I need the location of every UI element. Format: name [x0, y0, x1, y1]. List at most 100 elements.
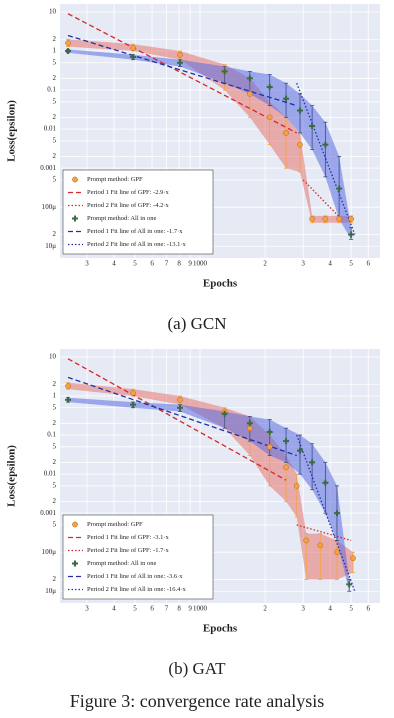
- marker: [177, 396, 183, 403]
- error-bar: [267, 74, 272, 106]
- error-band: [286, 428, 300, 475]
- y-tick-label: 5: [53, 481, 57, 489]
- x-tick-label: 9: [188, 605, 192, 613]
- marker: [283, 438, 290, 445]
- error-band: [224, 66, 250, 94]
- x-tick-label: 6: [150, 605, 154, 613]
- x-tick-label: 5: [349, 605, 353, 613]
- legend: Prompt method: GPF Period 1 Fit line of G…: [62, 514, 214, 600]
- marker: [64, 396, 71, 403]
- marker: [65, 383, 71, 389]
- error-band: [67, 49, 134, 60]
- error-band: [286, 83, 300, 133]
- legend-label: Period 1 Fit line of All in one: -3.6·x: [87, 573, 183, 580]
- x-tick-label: 5: [133, 260, 137, 268]
- x-tick-label: 3: [85, 605, 89, 613]
- x-tick-label: 1000: [193, 605, 208, 613]
- error-bar: [297, 434, 302, 475]
- marker: [266, 114, 273, 121]
- marker: [296, 107, 303, 114]
- y-tick-label: 1: [53, 392, 57, 400]
- y-tick-label: 5: [53, 176, 57, 184]
- figure-caption: Figure 3: convergence rate analysis: [70, 691, 325, 711]
- marker: [317, 542, 324, 549]
- y-axis-title: Loss(epsilon): [6, 100, 18, 162]
- error-band: [325, 215, 340, 223]
- error-band: [306, 533, 321, 580]
- chart: 10 2 1 5 2 0.1 5 2 0.01 5 2 0.001 5 100μ 2 10μ 3 4 5 6 7 8 9 10…: [6, 349, 380, 678]
- x-tick-label: 9: [188, 260, 192, 268]
- marker: [64, 48, 71, 55]
- marker: [65, 40, 71, 46]
- y-tick-label: 0.01: [44, 470, 57, 478]
- marker: [246, 420, 253, 427]
- y-tick-label: 10: [49, 8, 57, 16]
- error-band: [133, 44, 181, 60]
- legend-label: Period 2 Fit line of All in one: -13.1·x: [87, 241, 187, 248]
- y-tick-label: 5: [53, 97, 57, 105]
- marker: [336, 216, 342, 222]
- chart: 10 2 1 5 2 0.1 5 2 0.01 5 2 0.001 5 100μ 2 10μ 3 4 5 6 7 8 9 10…: [6, 4, 380, 333]
- marker: [221, 68, 228, 75]
- y-tick-label: 2: [53, 380, 57, 388]
- marker: [266, 83, 273, 90]
- x-tick-label: 4: [112, 260, 116, 268]
- x-tick-label: 7: [165, 605, 169, 613]
- x-tick-label: 4: [328, 260, 332, 268]
- error-band: [133, 402, 181, 412]
- marker: [322, 479, 329, 486]
- y-tick-label: 0.001: [40, 164, 56, 172]
- x-tick-label: 2: [263, 605, 267, 613]
- marker: [296, 447, 303, 454]
- marker: [334, 549, 340, 556]
- error-band: [67, 382, 134, 397]
- x-tick-label: 1000: [193, 260, 208, 268]
- legend: Prompt method: GPF Period 1 Fit line of G…: [62, 169, 214, 255]
- marker: [247, 425, 253, 432]
- error-band: [67, 397, 134, 408]
- marker: [346, 581, 353, 588]
- error-band: [269, 419, 287, 463]
- marker: [283, 95, 290, 102]
- chart-caption: (a) GCN: [167, 314, 226, 333]
- error-band: [269, 74, 287, 118]
- plot-content: [64, 358, 356, 592]
- error-band: [299, 132, 313, 223]
- y-tick-label: 10μ: [45, 587, 56, 595]
- y-axis-title: Loss(epsilon): [6, 445, 18, 507]
- y-tick-label: 10: [49, 353, 57, 361]
- error-band: [325, 122, 340, 219]
- y-tick-label: 2: [53, 152, 57, 160]
- x-axis-title: Epochs: [203, 623, 238, 635]
- error-band: [180, 59, 225, 84]
- marker: [348, 231, 355, 238]
- error-bar: [323, 461, 328, 514]
- y-tick-label: 5: [53, 136, 57, 144]
- y-tick-label: 0.01: [44, 125, 57, 133]
- y-tick-label: 2: [53, 74, 57, 82]
- marker: [221, 410, 228, 417]
- y-tick-label: 2: [53, 113, 57, 121]
- marker: [309, 123, 316, 130]
- error-band: [299, 435, 313, 490]
- error-band: [299, 93, 313, 150]
- marker: [348, 216, 354, 222]
- legend-label: Prompt method: GPF: [87, 176, 143, 183]
- marker: [293, 483, 300, 489]
- marker: [72, 521, 78, 528]
- legend-label: Prompt method: All in one: [87, 560, 156, 567]
- error-band: [133, 389, 181, 405]
- y-tick-label: 10μ: [45, 242, 56, 250]
- marker: [72, 176, 78, 183]
- marker: [177, 59, 184, 66]
- error-bar: [310, 443, 315, 491]
- marker: [336, 185, 343, 192]
- error-bar: [284, 427, 289, 463]
- error-band: [286, 117, 300, 172]
- legend-label: Period 2 Fit line of GPF: -4.2·x: [87, 202, 170, 209]
- error-band: [224, 411, 250, 442]
- y-tick-label: 0.001: [40, 509, 56, 517]
- legend-label: Period 2 Fit line of All in one: -16.4·x: [87, 586, 187, 593]
- x-tick-label: 8: [177, 260, 181, 268]
